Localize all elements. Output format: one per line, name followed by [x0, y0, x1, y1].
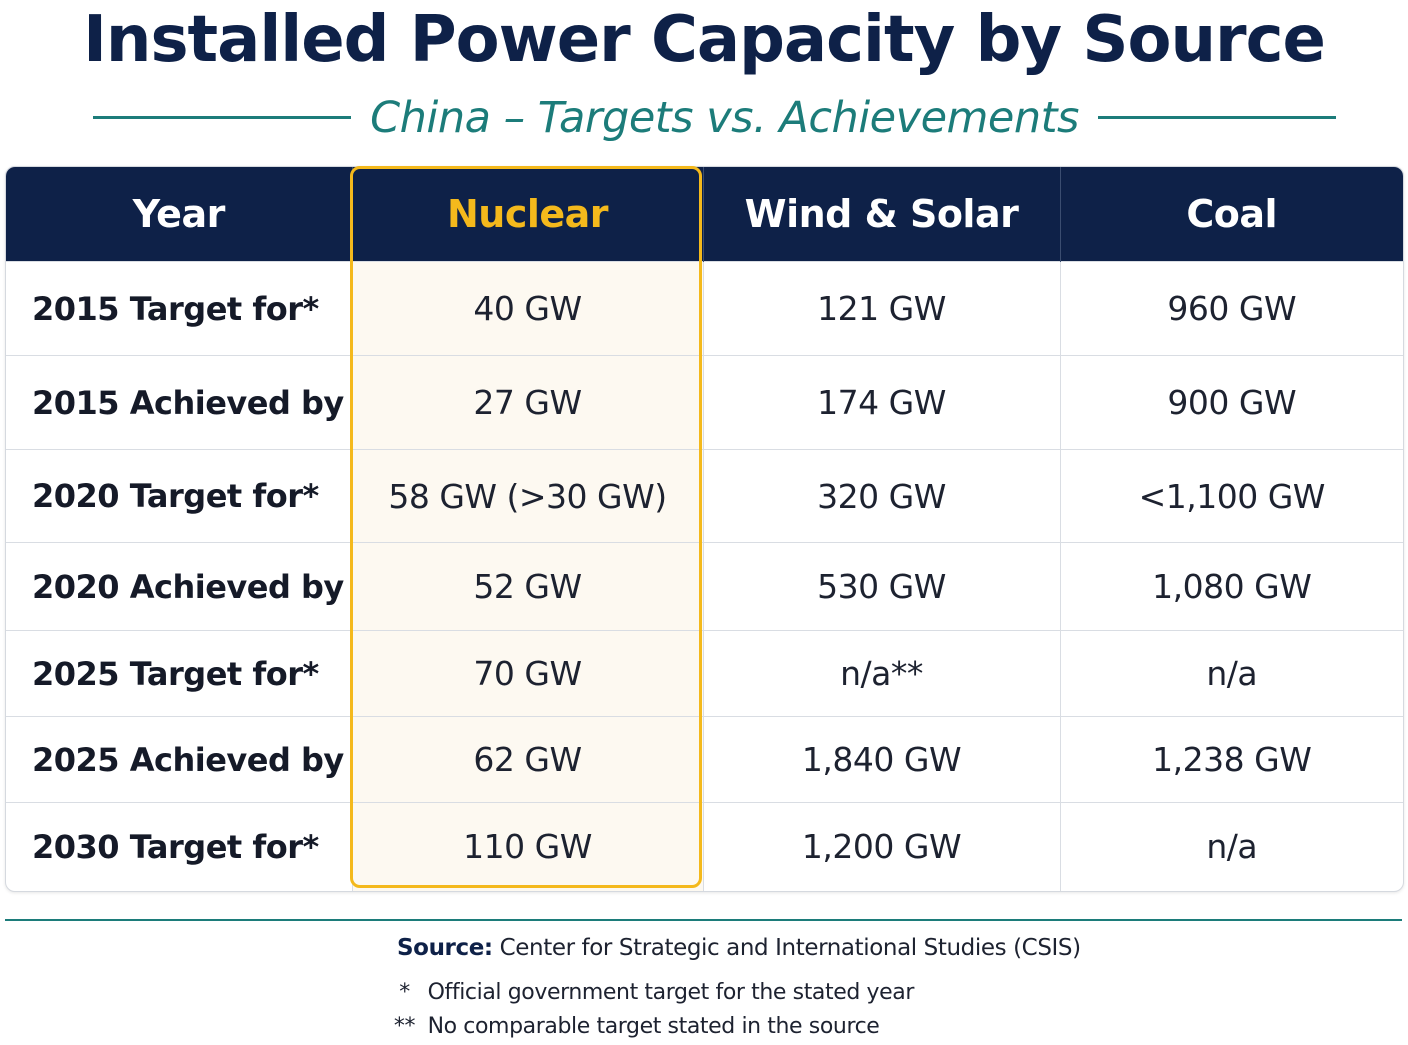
cell-nuclear: 52 GW — [352, 542, 704, 631]
cell-wind-solar: 174 GW — [703, 355, 1061, 450]
footnote-single-asterisk: * Official government target for the sta… — [388, 978, 914, 1008]
subtitle-rule-right — [1098, 116, 1336, 119]
cell-coal: 1,080 GW — [1060, 542, 1403, 631]
row-label: 2020 Target for* — [6, 449, 353, 543]
source-line: Source: Center for Strategic and Interna… — [397, 931, 1081, 965]
cell-nuclear: 62 GW — [352, 716, 704, 803]
cell-wind-solar: 1,200 GW — [703, 802, 1061, 891]
subtitle-row: China – Targets vs. Achievements — [0, 90, 1408, 146]
row-label: 2025 Target for* — [6, 630, 353, 717]
row-label: 2025 Achieved by — [6, 716, 353, 803]
cell-nuclear: 40 GW — [352, 261, 704, 356]
column-header-year: Year — [6, 167, 353, 262]
row-label: 2020 Achieved by — [6, 542, 353, 631]
capacity-table: Year Nuclear Wind & Solar Coal 2015 Target … — [6, 167, 1403, 891]
cell-coal: 1,238 GW — [1060, 716, 1403, 803]
row-label: 2015 Achieved by — [6, 355, 353, 450]
cell-nuclear: 110 GW — [352, 802, 704, 891]
footnote-mark: * — [399, 980, 410, 1005]
table-row: 2025 Target for* 70 GW n/a** n/a — [6, 630, 1403, 717]
cell-wind-solar: 530 GW — [703, 542, 1061, 631]
page-title: Installed Power Capacity by Source — [83, 3, 1326, 77]
footnote-mark: ** — [393, 1014, 416, 1039]
table-row: 2015 Target for* 40 GW 121 GW 960 GW — [6, 261, 1403, 356]
page-subtitle: China – Targets vs. Achievements — [370, 93, 1079, 143]
footer-divider — [5, 919, 1402, 921]
column-header-wind-solar: Wind & Solar — [703, 167, 1061, 262]
subtitle-rule-left — [93, 116, 351, 119]
cell-nuclear: 70 GW — [352, 630, 704, 717]
cell-wind-solar: 320 GW — [703, 449, 1061, 543]
cell-coal: 900 GW — [1060, 355, 1403, 450]
table-row: 2025 Achieved by 62 GW 1,840 GW 1,238 GW — [6, 716, 1403, 803]
cell-nuclear: 58 GW (>30 GW) — [352, 449, 704, 543]
cell-coal: <1,100 GW — [1060, 449, 1403, 543]
footnote-text: No comparable target stated in the sourc… — [427, 1014, 880, 1039]
cell-wind-solar: n/a** — [703, 630, 1061, 717]
table-row: 2020 Achieved by 52 GW 530 GW 1,080 GW — [6, 542, 1403, 631]
table-body: 2015 Target for* 40 GW 121 GW 960 GW 2015 Ac… — [6, 261, 1403, 891]
table-header-row: Year Nuclear Wind & Solar Coal — [6, 167, 1403, 262]
footnote-text: Official government target for the state… — [427, 980, 915, 1005]
column-header-coal: Coal — [1060, 167, 1403, 262]
cell-nuclear: 27 GW — [352, 355, 704, 450]
footnote-double-asterisk: ** No comparable target stated in the so… — [388, 1012, 880, 1042]
column-header-nuclear: Nuclear — [352, 167, 704, 262]
capacity-table-container: Year Nuclear Wind & Solar Coal 2015 Target … — [5, 166, 1404, 892]
table-row: 2015 Achieved by 27 GW 174 GW 900 GW — [6, 355, 1403, 450]
cell-wind-solar: 1,840 GW — [703, 716, 1061, 803]
table-row: 2030 Target for* 110 GW 1,200 GW n/a — [6, 802, 1403, 891]
cell-coal: n/a — [1060, 630, 1403, 717]
row-label: 2015 Target for* — [6, 261, 353, 356]
source-text: Center for Strategic and International S… — [492, 935, 1081, 961]
cell-coal: 960 GW — [1060, 261, 1403, 356]
cell-coal: n/a — [1060, 802, 1403, 891]
table-row: 2020 Target for* 58 GW (>30 GW) 320 GW <1,1… — [6, 449, 1403, 543]
source-label: Source: — [397, 935, 493, 961]
row-label: 2030 Target for* — [6, 802, 353, 891]
cell-wind-solar: 121 GW — [703, 261, 1061, 356]
